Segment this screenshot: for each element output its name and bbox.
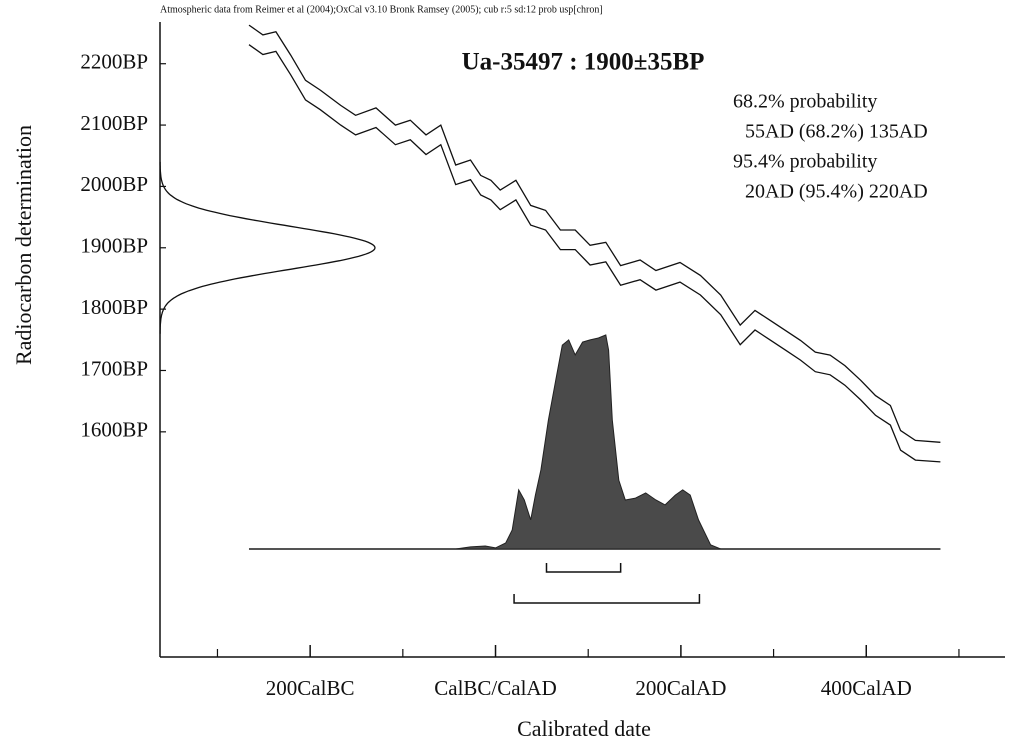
measurement-curve	[159, 161, 376, 334]
y-tick-label: 1800BP	[80, 295, 148, 319]
header-note: Atmospheric data from Reimer et al (2004…	[160, 4, 603, 15]
y-tick-label: 1700BP	[80, 356, 148, 380]
range-label: 95.4% probability	[733, 151, 877, 173]
x-tick-label: 200CalBC	[266, 676, 355, 700]
x-tick-label: 200CalAD	[635, 676, 726, 700]
y-tick-label: 1900BP	[80, 234, 148, 258]
chart-title: Ua-35497 : 1900±35BP	[462, 49, 705, 76]
range-text: 55AD (68.2%) 135AD	[745, 121, 928, 143]
range-text: 20AD (95.4%) 220AD	[745, 181, 928, 203]
x-tick-label: 400CalAD	[821, 676, 912, 700]
range-bracket	[545, 563, 622, 573]
y-tick-label: 2100BP	[80, 111, 148, 135]
y-tick-label: 1600BP	[80, 418, 148, 442]
y-axis-label: Radiocarbon determination	[11, 125, 36, 365]
range-label: 68.2% probability	[733, 91, 877, 113]
y-tick-label: 2000BP	[80, 172, 148, 196]
y-tick-label: 2200BP	[80, 50, 148, 74]
x-tick-label: CalBC/CalAD	[434, 676, 557, 700]
range-bracket	[513, 594, 701, 604]
calibration-curve	[248, 24, 941, 443]
x-axis-label: Calibrated date	[517, 716, 651, 741]
probability-area	[249, 334, 941, 550]
calibration-curve	[248, 44, 941, 463]
